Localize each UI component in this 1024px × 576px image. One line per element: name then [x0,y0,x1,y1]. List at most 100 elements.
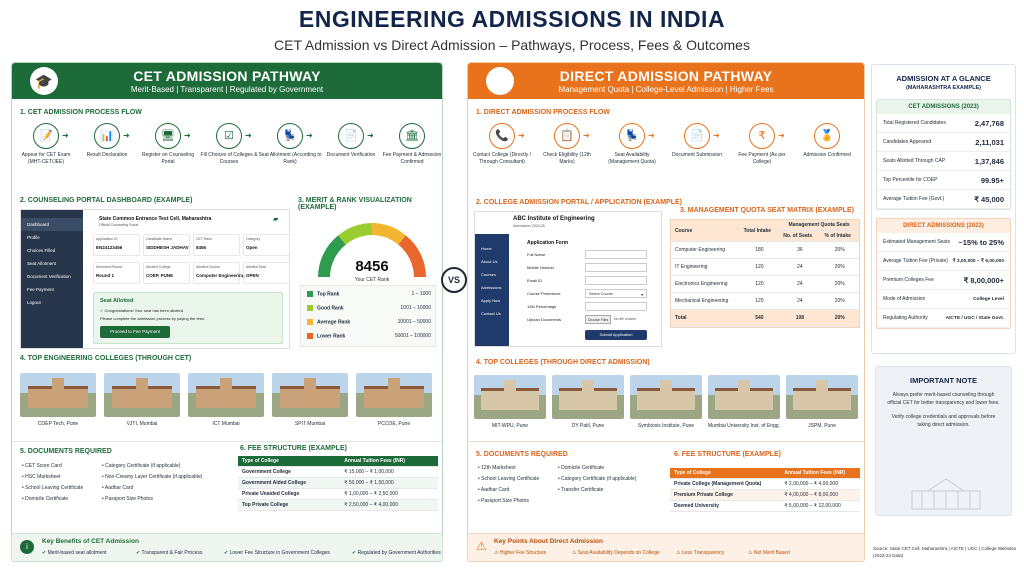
fee-head-amount: Annual Tuition Fees (INR) [340,456,438,467]
process-step-label: Fill Choices of Colleges & Courses [200,152,258,165]
sidebar-menu-item[interactable]: Profile [27,235,40,240]
bullet-icon: • [22,485,26,491]
field-label: Allotted Course [196,265,220,269]
rank-label-wrap: Lower Rank [307,333,345,339]
arrow-right-icon: ➜ [648,131,655,140]
stat-label: Estimated Management Seats [883,239,950,245]
course-select[interactable]: Select Course ▾ [585,289,647,298]
form-text-input[interactable] [585,276,647,285]
form-field-label: Mobile Number [527,265,555,270]
matrix-head-intake: Total Intake [739,220,780,242]
college-building [793,388,851,411]
process-step-label: Seat Availability (Management Quota) [608,152,656,165]
stat-label: Total Registered Candidates [883,120,946,126]
sidebar-menu-item[interactable]: Logout [27,300,41,305]
matrix-cell: 24 [779,258,821,276]
stat-label: Seats Allotted Through CAP [883,158,946,164]
college-name: VJTI, Mumbai [126,421,158,427]
form-text-input[interactable] [585,250,647,259]
college-tower [504,380,516,392]
course-select-text: Select Course [589,292,613,296]
portal-menu-item[interactable]: Courses [481,272,496,277]
page-title: ENGINEERING ADMISSIONS IN INDIA [298,6,726,32]
direct-panel: 🏛 DIRECT ADMISSION PATHWAY Management Qu… [467,62,865,562]
form-field-label: Upload Documents [527,317,562,322]
glance-title: ADMISSION AT A GLANCE [896,74,991,83]
college-photo [188,373,264,417]
college-photo [786,375,858,419]
divider [468,441,864,442]
seat-msg-2: Please complete the admission process by… [100,316,206,321]
college-building [715,388,773,411]
matrix-row: Computer Engineering 180 36 20% [671,241,859,259]
matrix-cell: 120 [739,275,780,293]
sidebar-menu-item[interactable]: Dashboard [21,218,83,231]
process-step-label: Register on Counseling Portal [142,152,194,165]
college-portal: ABC Institute of Engineering Admissions … [474,211,662,347]
sidebar-menu-item[interactable]: Fee Payment [27,287,54,292]
matrix-row: Mechanical Engineering 120 24 20% [671,292,859,310]
dfee-head-amount: Annual Tuition Fees (INR) [780,468,860,479]
portal-menu-item[interactable]: Home [481,246,492,251]
choose-files-button[interactable]: Choose Files [585,315,611,324]
rank-name: Lower Rank [317,333,346,340]
fee-head-type: Type of College [238,456,341,467]
stat-value: 99.95+ [980,175,1004,185]
portal-menu-item[interactable]: Apply Now [481,298,501,303]
portal-menu-item[interactable]: Admissions [481,285,502,290]
sidebar-menu-item[interactable]: Document Verification [27,274,71,279]
field-value: Round 1 [96,273,114,278]
document-name: Passport Size Photos [481,498,529,504]
process-step: 🏛 Fee Payment & Admission Confirmed [380,123,442,165]
document-icon: 📄 [338,123,364,149]
submit-application-button[interactable]: Submit Application [585,330,647,340]
matrix-cell: 180 [739,241,780,259]
monitor-icon: 🖥 [155,123,181,149]
sidebar-menu-item[interactable]: Choices Filled [27,248,56,253]
cet-colleges-title: 4. TOP ENGINEERING COLLEGES (THROUGH CET… [20,355,192,362]
rank-legend-item: Average Rank 10001 – 50000 [307,319,431,325]
matrix-row: Electronics Engineering 120 24 20% [671,275,859,293]
arrow-right-icon: ➜ [583,131,590,140]
matrix-title: 3. MANAGEMENT QUOTA SEAT MATRIX (EXAMPLE… [680,207,854,214]
proceed-fee-button[interactable]: Proceed to Fee Payment [100,326,170,338]
direct-docs-right: • Domicile Certificate • Category Certifi… [558,463,636,496]
matrix-head-mq: Management Quota Seats [779,220,859,231]
cet-fee-table: Type of College Annual Tuition Fees (INR)… [238,456,438,511]
form-field-label: Email ID [527,278,543,283]
benefit-text: Merit-based seat allotment [47,550,107,556]
stat-value: College Level [973,296,1004,302]
college-photo [104,373,180,417]
document-item: • Transfer Certificate [558,485,636,496]
document-name: School Leaving Certificate [25,485,84,491]
college-building [195,386,257,409]
form-text-input[interactable] [585,263,647,272]
field-box [193,234,240,256]
vs-badge: VS [441,267,467,293]
field-box [243,262,290,284]
process-step-label: Admission Confirmed [803,152,851,158]
document-name: Transfer Certificate [561,487,604,493]
seat-matrix: Course Total Intake Management Quota Seats… [670,219,860,328]
direct-portal-title: 2. COLLEGE ADMISSION PORTAL / APPLICATIO… [476,199,682,206]
process-step: 📋 Check Eligibility (12th Marks) [535,123,599,165]
sidebar-menu-item[interactable]: Seat Allotment [27,261,57,266]
seat-allotted-box: Seat Allotted ✔ Congratulations! Your se… [93,292,283,344]
direct-point-text: Less Transparency [681,550,725,556]
badge-icon: 🏅 [814,123,840,149]
dashboard-org-sub: Official Counseling Portal [99,223,139,227]
stat-value: 2,11,031 [975,137,1004,147]
direct-stats: Estimated Management Seats ~15% to 25% Ave… [877,233,1010,328]
college-name: PCCOE, Pune [377,421,411,427]
form-text-input[interactable] [585,302,647,311]
divider [12,441,442,442]
college-name: COEP Tech, Pune [37,421,79,427]
document-name: Aadhar Card [480,487,510,493]
rank-label-wrap: Average Rank [307,319,350,325]
no-file-text: No file chosen [614,317,637,321]
field-box [93,234,140,256]
portal-menu-item[interactable]: Contact Us [481,311,501,316]
portal-menu-item[interactable]: About Us [481,259,498,264]
fee-row: Government Aided College ₹ 50,000 – ₹ 1,5… [238,477,438,489]
chevron-down-icon: ▾ [641,293,643,297]
